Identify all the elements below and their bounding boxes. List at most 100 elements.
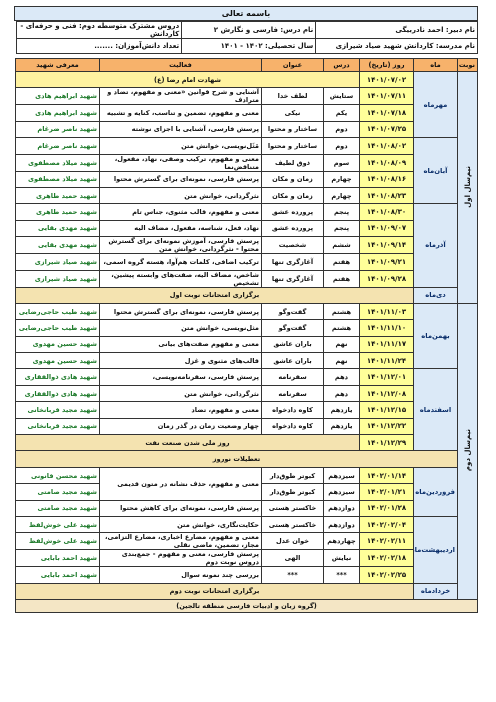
topic-cell: ذوق لطیف: [261, 153, 324, 172]
activity-cell: پرسش فارسی، نمونه‌ای برای کاهش محتوا: [99, 499, 262, 517]
column-header: عنوان: [261, 58, 324, 72]
topic-cell: کاوه دادخواه: [261, 417, 324, 436]
lesson-cell: یازدهم: [323, 401, 360, 419]
martyr-cell: شهید هادی ذوالفقاری: [15, 368, 100, 386]
month-cell: اردیبهشت‌ماه: [413, 515, 458, 584]
table-row: ۱۴۰۱/۱۲/۱۵ یازدهم کاوه دادخواه معنی و مفهوم…: [15, 401, 478, 419]
martyr-cell: شهید میلاد مصطفوی: [15, 170, 100, 188]
martyr-cell: شهید مجید قربانخانی: [15, 417, 100, 436]
activity-cell: حکایت‌نگاری، خوانش متن: [99, 515, 262, 534]
topic-cell: پرورده عشق: [261, 219, 324, 238]
event-cell: شهادت امام رضا (ع): [15, 70, 360, 89]
martyr-cell: شهید مجید صامتی: [15, 499, 100, 517]
column-header: درس: [323, 58, 360, 72]
martyr-cell: شهید مهدی بقایی: [15, 219, 100, 238]
date-cell: ۱۴۰۱/۱۲/۲۲: [359, 417, 414, 436]
school: نام مدرسه: کاردانش شهید صیاد شیرازی: [315, 38, 478, 54]
students: تعداد دانش‌آموزان: .......: [15, 38, 183, 54]
column-header: روز (تاریخ): [359, 58, 414, 72]
event-cell: برگزاری امتحانات نوبت اول: [15, 286, 414, 304]
lesson-cell: هفتم: [323, 269, 360, 288]
martyr-cell: شهید حسین مهدوی: [15, 352, 100, 370]
date-cell: ۱۴۰۱/۰۸/۰۹: [359, 153, 414, 172]
activity-cell: معنی و مفهوم، مضارع اخباری، مضارع التزام…: [99, 532, 262, 551]
table-row: ۱۴۰۲/۰۲/۱۱ چهاردهم خوان عدل معنی و مفهوم، م…: [15, 532, 478, 551]
heading: باسمه تعالی: [14, 6, 478, 21]
date-cell: ۱۴۰۱/۱۱/۱۷: [359, 335, 414, 354]
topic-cell: کاوه دادخواه: [261, 401, 324, 419]
martyr-cell: شهید مجید قربانخانی: [15, 401, 100, 419]
date-cell: ۱۴۰۱/۱۲/۰۸: [359, 384, 414, 403]
table-row: اسفندماه ۱۴۰۱/۱۲/۰۱ دهم سفرنامه پرسش فارسی، …: [15, 368, 478, 452]
date-cell: ۱۴۰۱/۰۹/۰۷: [359, 219, 414, 238]
table-row: ۱۴۰۱/۱۲/۰۸ دهم سفرنامه نثرگردانی، خوانش متن…: [15, 384, 478, 403]
teacher: نام دبیر: احمد نادربیگی: [315, 21, 478, 39]
date-cell: ۱۴۰۱/۰۹/۱۴: [359, 236, 414, 255]
activity-cell: شاخص، مضاف الیه، صفت‌های وابسته پیشین، ت…: [99, 269, 262, 288]
activity-cell: معنی و مفهوم، ترکیب وصفی، نهاد، مفعول، م…: [99, 153, 262, 172]
table-row: ۱۴۰۱/۰۸/۲۳ چهارم زمان و مکان نثرگردانی، خوا…: [15, 186, 478, 205]
topic-cell: لطف خدا: [261, 87, 324, 106]
topic-cell: ساختار و محتوا: [261, 120, 324, 139]
date-cell: ۱۴۰۱/۰۹/۲۱: [359, 253, 414, 271]
table-row: اردیبهشت‌ماه ۱۴۰۲/۰۲/۰۴ دوازدهم خاکستر هستی…: [15, 515, 478, 584]
topic-cell: ساختار و محتوا: [261, 137, 324, 155]
lesson-cell: هشتم: [323, 319, 360, 337]
date-cell: ۱۴۰۱/۰۹/۲۸: [359, 269, 414, 288]
lesson-cell: پنجم: [323, 203, 360, 221]
info-table: نام دبیر: احمد نادربیگی نام درس: فارسی و…: [15, 21, 478, 54]
topic-cell: خاکستر هستی: [261, 515, 324, 534]
martyr-cell: شهید طیب حاجی‌رضایی: [15, 319, 100, 337]
table-row: ۱۴۰۲/۰۱/۲۸ دوازدهم خاکستر هستی پرسش فارسی، …: [15, 499, 478, 517]
table-row: ۱۴۰۱/۰۷/۱۸ یکم نیکی معنی و مفهوم، تضمین و ت…: [15, 104, 478, 122]
topic-cell: شخصیت: [261, 236, 324, 255]
martyr-cell: شهید علی خوش‌لفظ: [15, 515, 100, 534]
lesson-cell: دهم: [323, 368, 360, 386]
lesson-cell: نهم: [323, 335, 360, 354]
topic-cell: گفت‌وگو: [261, 319, 324, 337]
term-label: نیم‌سال دوم: [463, 429, 472, 472]
table-row: تعطیلات نوروز: [15, 450, 478, 468]
table-row: دی‌ماه برگزاری امتحانات نوبت اول: [15, 286, 478, 304]
event-cell: روز ملی شدن صنعت نفت: [15, 434, 360, 452]
topic-cell: باران عاشق: [261, 335, 324, 354]
date-cell: ۱۴۰۲/۰۲/۱۸: [359, 549, 414, 568]
topic-cell: سفرنامه: [261, 368, 324, 386]
date-cell: ۱۴۰۱/۰۷/۱۱: [359, 87, 414, 106]
table-row: ۱۴۰۱/۰۹/۱۴ ششم شخصیت پرسش فارسی، آموزش نمون…: [15, 236, 478, 255]
month-cell: دی‌ماه: [413, 286, 458, 304]
date-cell: ۱۴۰۱/۱۱/۲۴: [359, 352, 414, 370]
martyr-cell: شهید مهدی بقایی: [15, 236, 100, 255]
table-row: نیم‌سال دوم بهمن‌ماه ۱۴۰۱/۱۱/۰۳ هشتم گفت‌وگو…: [15, 302, 478, 601]
martyr-cell: شهید میلاد مصطفوی: [15, 153, 100, 172]
lesson-cell: ***: [323, 566, 360, 584]
topic-cell: زمان و مکان: [261, 170, 324, 188]
activity-cell: پرسش فارسی، آشنایی با اجزای نوشته: [99, 120, 262, 139]
lesson-cell: ششم: [323, 236, 360, 255]
footer-cell: (گروه زبان و ادبیات فارسی منطقه تالجین): [15, 599, 478, 614]
table-row: ۱۴۰۱/۱۱/۱۷ نهم باران عاشق معنی و مفهوم صفت‌…: [15, 335, 478, 354]
year: سال تحصیلی: ۱۴۰۲ - ۱۴۰۱: [181, 38, 317, 54]
lesson-cell: یازدهم: [323, 417, 360, 436]
topic-cell: نیکی: [261, 104, 324, 122]
table-row: ۱۴۰۲/۰۲/۲۵ *** *** بررسی چند نمونه سوال شهید…: [15, 566, 478, 584]
activity-cell: پرسش فارسی، نمونه‌ای برای گسترش محتوا: [99, 170, 262, 188]
lesson-cell: پنجم: [323, 219, 360, 238]
activity-cell: ترکیب اضافی، کلمات هم‌آوا، هسته گروه اسم…: [99, 253, 262, 271]
lesson-cell: سوم: [323, 153, 360, 172]
document: باسمه تعالی نام دبیر: احمد نادربیگی نام …: [14, 6, 478, 614]
martyr-cell: شهید مجید صامتی: [15, 483, 100, 501]
martyr-cell: شهید حمید طاهری: [15, 203, 100, 221]
activity-cell: معنی و مفهوم صفت‌های بیانی: [99, 335, 262, 354]
martyr-cell: شهید حمید طاهری: [15, 186, 100, 205]
martyr-cell: شهید ابراهیم هادی: [15, 104, 100, 122]
activity-cell: نثرگردانی، خوانش متن: [99, 186, 262, 205]
topic-cell: کبوتر طوق‌دار: [261, 466, 324, 485]
topic-cell: سفرنامه: [261, 384, 324, 403]
table-row: ۱۴۰۱/۱۲/۲۲ یازدهم کاوه دادخواه چهار وضعیت ز…: [15, 417, 478, 436]
date-cell: ۱۴۰۱/۰۸/۳۰: [359, 203, 414, 221]
table-row: ۱۴۰۱/۰۸/۱۶ چهارم زمان و مکان پرسش فارسی، نم…: [15, 170, 478, 188]
table-row: ۱۴۰۱/۱۱/۲۴ نهم باران عاشق قالب‌های مثنوی و …: [15, 352, 478, 370]
lesson-cell: سیزدهم: [323, 483, 360, 501]
activity-cell: معنی و مفهوم، حذف نشانه در متون قدیمی: [99, 466, 262, 501]
